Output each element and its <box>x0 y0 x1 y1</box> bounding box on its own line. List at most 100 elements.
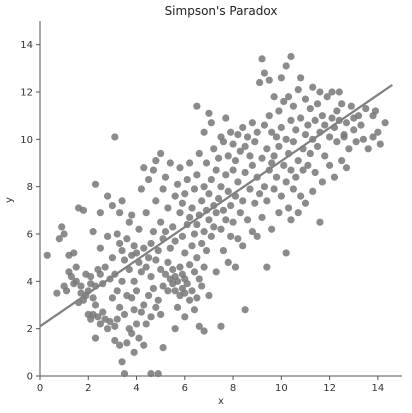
data-point <box>294 86 302 94</box>
data-point <box>200 128 208 136</box>
data-point <box>292 173 300 181</box>
data-point <box>147 239 155 248</box>
data-point <box>280 161 288 169</box>
data-point <box>234 178 242 186</box>
data-point <box>176 164 184 172</box>
data-point <box>251 138 259 146</box>
y-tick-label: 10 <box>20 135 33 146</box>
data-point <box>316 218 324 226</box>
data-point <box>130 306 138 314</box>
data-point <box>147 370 155 378</box>
data-point <box>205 109 213 117</box>
data-point <box>297 192 305 200</box>
data-point <box>157 310 165 319</box>
data-point <box>152 303 160 311</box>
data-point <box>248 228 256 236</box>
data-point <box>241 306 249 314</box>
data-point <box>202 246 211 255</box>
data-point <box>137 185 145 193</box>
data-point <box>96 244 104 252</box>
data-point <box>198 197 206 205</box>
data-point <box>299 166 307 174</box>
data-point <box>292 126 300 134</box>
data-point <box>145 254 153 262</box>
y-tick-label: 0 <box>27 372 33 383</box>
data-point <box>164 204 172 212</box>
data-point <box>130 242 138 250</box>
data-point <box>116 303 124 311</box>
data-point <box>178 199 186 207</box>
data-point <box>186 159 194 167</box>
data-point <box>70 249 78 257</box>
data-point <box>183 175 191 184</box>
x-tick-label: 0 <box>37 383 43 394</box>
data-point <box>101 263 109 271</box>
data-point <box>217 322 225 330</box>
data-point <box>345 145 353 153</box>
data-point <box>224 152 232 160</box>
data-point <box>113 315 121 323</box>
data-point <box>326 161 334 169</box>
data-point <box>369 112 377 120</box>
data-point <box>111 336 119 345</box>
data-point <box>176 209 184 217</box>
data-point <box>205 216 213 224</box>
data-point <box>60 230 68 238</box>
data-point <box>108 254 116 262</box>
data-point <box>108 202 116 210</box>
data-point <box>91 301 100 309</box>
data-point <box>258 213 266 222</box>
chart-title: Simpson's Paradox <box>165 4 278 18</box>
data-point <box>265 112 273 120</box>
data-point <box>246 185 254 193</box>
data-point <box>321 152 329 160</box>
data-point <box>181 313 189 321</box>
data-point <box>306 104 314 113</box>
data-point <box>239 123 247 132</box>
data-point <box>99 308 107 316</box>
data-point <box>111 322 119 330</box>
data-point <box>188 287 196 295</box>
data-point <box>333 138 341 146</box>
axes: 0 2 4 6 8 10 12 14 0 2 4 6 8 10 12 14 <box>20 21 402 394</box>
data-point <box>347 102 355 110</box>
data-point <box>190 268 199 276</box>
data-point <box>214 194 223 203</box>
data-point <box>217 225 225 233</box>
data-point <box>282 135 290 143</box>
data-point <box>190 306 199 314</box>
data-point <box>236 209 244 217</box>
data-point <box>116 239 124 248</box>
data-point <box>251 199 259 207</box>
data-point <box>214 154 223 162</box>
data-point <box>171 192 179 200</box>
data-point <box>43 251 51 259</box>
data-point <box>195 322 203 330</box>
data-point <box>309 187 317 195</box>
data-point <box>217 183 225 191</box>
data-point <box>103 325 112 333</box>
data-point <box>239 242 247 250</box>
data-point <box>137 268 145 276</box>
data-point <box>359 135 367 143</box>
data-point <box>159 344 167 352</box>
data-point <box>96 209 104 217</box>
data-point <box>311 168 319 177</box>
data-point <box>227 232 235 240</box>
data-point <box>149 284 158 293</box>
data-point <box>287 216 295 224</box>
data-point <box>297 114 305 122</box>
data-point <box>231 263 240 271</box>
data-point <box>222 216 230 224</box>
x-tick-label: 6 <box>182 383 188 394</box>
data-point <box>89 294 97 302</box>
y-tick-label: 6 <box>27 230 33 241</box>
data-point <box>301 95 310 103</box>
data-point <box>96 320 104 328</box>
data-point <box>270 152 278 160</box>
data-point <box>350 114 358 122</box>
data-point <box>318 178 326 186</box>
data-point <box>188 242 196 250</box>
data-point <box>205 190 213 198</box>
